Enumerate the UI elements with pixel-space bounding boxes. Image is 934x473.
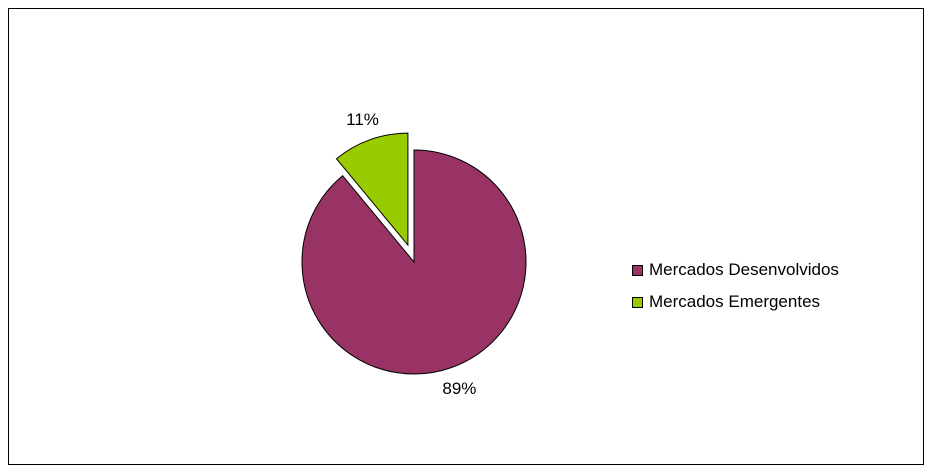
legend: Mercados Desenvolvidos Mercados Emergent… [632,259,839,323]
legend-swatch-mercados-emergentes [632,296,643,308]
legend-label-mercados-desenvolvidos: Mercados Desenvolvidos [649,260,839,279]
pie-slice-mercados-emergentes [335,132,409,247]
data-label-mercados-desenvolvidos: 89% [442,379,476,398]
legend-swatch-mercados-desenvolvidos [632,264,643,276]
legend-item-mercados-emergentes: Mercados Emergentes [632,291,839,313]
data-label-mercados-emergentes: 11% [346,110,379,129]
pie-slice-mercados-desenvolvidos [301,149,527,375]
legend-item-mercados-desenvolvidos: Mercados Desenvolvidos [632,259,839,281]
legend-label-mercados-emergentes: Mercados Emergentes [649,292,821,311]
